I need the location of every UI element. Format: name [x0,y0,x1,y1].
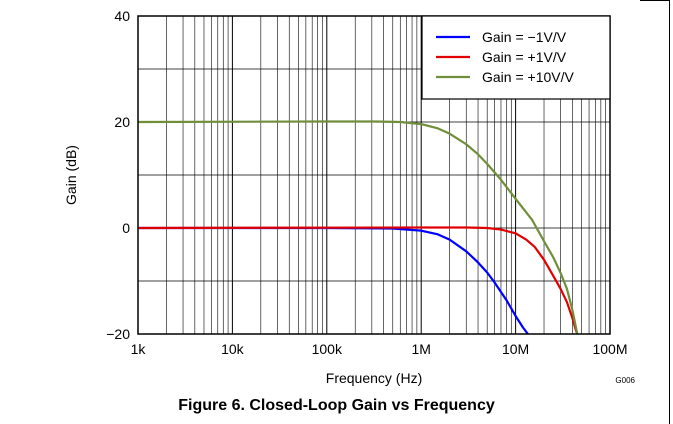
frame-rule-right [669,0,670,424]
x-tick-label: 1M [411,341,430,357]
y-tick-label: 0 [122,220,130,236]
x-tick-label: 10M [502,341,529,357]
legend-label-1: Gain = −1V/V [482,29,567,45]
figure-code: G006 [615,376,635,385]
y-tick-label: 20 [114,114,130,130]
frame-rule-top [640,0,670,1]
x-tick-label: 1k [131,341,147,357]
series-line-3 [137,120,579,335]
x-axis-label: Frequency (Hz) [326,370,422,386]
x-tick-label: 10k [221,341,245,357]
closed-loop-gain-chart: 1k 10k 100k 1M 10M 100M −20 0 20 40 Frequency (Hz)… [63,8,636,386]
x-tick-label: 100M [592,341,627,357]
x-tick-label: 100k [312,341,343,357]
legend-label-2: Gain = +1V/V [482,49,567,65]
plot-border [137,15,611,335]
legend-label-3: Gain = +10V/V [482,69,575,85]
figure-caption: Figure 6. Closed-Loop Gain vs Frequency [178,397,495,414]
series-line-1 [138,226,529,335]
y-tick-label: 40 [114,8,130,24]
series-line-2 [137,226,579,335]
y-tick-label: −20 [106,326,130,342]
y-axis-label: Gain (dB) [63,145,79,205]
